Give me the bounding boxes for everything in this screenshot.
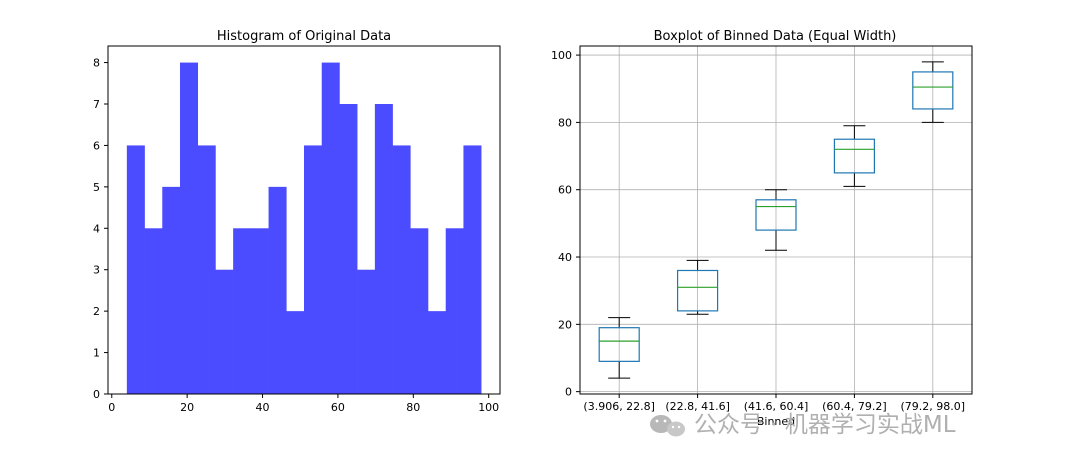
y-tick-label: 3 <box>93 264 100 277</box>
histogram-bar <box>197 145 216 394</box>
histogram-bar <box>410 228 429 394</box>
boxplot-chart: Boxplot of Binned Data (Equal Width) (3.… <box>551 29 973 428</box>
y-tick-label: 6 <box>93 139 100 152</box>
histogram-chart: Histogram of Original Data 0 20 40 60 80 100 … <box>93 29 501 414</box>
histogram-bar <box>304 145 323 394</box>
histogram-frame <box>107 45 501 395</box>
histogram-bar <box>179 62 199 394</box>
iqr-box <box>833 138 876 174</box>
x-tick-label: (79.2, 98.0] <box>901 400 966 413</box>
histogram-bar <box>215 269 234 394</box>
boxplot-box <box>676 259 719 315</box>
boxplot-title: Boxplot of Binned Data (Equal Width) <box>654 29 897 44</box>
y-tick-label: 1 <box>93 347 100 360</box>
y-tick-label: 8 <box>93 57 100 70</box>
histogram-bar <box>392 145 411 394</box>
histogram-bar <box>357 269 376 394</box>
y-tick-label: 0 <box>565 386 572 399</box>
y-tick-label: 100 <box>551 49 572 62</box>
histogram-bar <box>428 311 447 394</box>
x-tick-label: 80 <box>406 401 420 414</box>
y-tick-label: 20 <box>558 318 572 331</box>
histogram-bar <box>268 186 287 394</box>
histogram-bar <box>250 228 269 394</box>
histogram-bar <box>463 145 482 394</box>
watermark: 公众号 · 机器学习实战ML <box>650 412 956 438</box>
histogram-bar <box>126 145 145 394</box>
y-tick-label: 5 <box>93 181 100 194</box>
histogram-bar <box>339 104 358 394</box>
histogram-bar <box>162 186 181 394</box>
x-tick-label: 40 <box>256 401 270 414</box>
x-tick-label: (22.8, 41.6] <box>665 400 730 413</box>
x-tick-label: (3.906, 22.8] <box>583 400 655 413</box>
x-tick-label: 20 <box>180 401 194 414</box>
boxplot-xlabel: Binned <box>757 415 795 428</box>
x-tick-label: 100 <box>478 401 499 414</box>
histogram-bar <box>144 228 163 394</box>
histogram-bar <box>374 104 393 394</box>
x-tick-label: (41.6, 60.4] <box>744 400 809 413</box>
histogram-title: Histogram of Original Data <box>217 29 391 44</box>
histogram-bar <box>445 228 464 394</box>
boxplot-box <box>755 189 797 251</box>
watermark-text: 公众号 · 机器学习实战ML <box>694 412 956 438</box>
x-tick-label: (60.4, 79.2] <box>822 400 887 413</box>
y-tick-label: 7 <box>93 98 100 111</box>
y-tick-label: 40 <box>558 251 572 264</box>
iqr-box <box>912 71 954 110</box>
x-tick-label: 60 <box>331 401 345 414</box>
y-tick-label: 4 <box>93 222 100 235</box>
boxplot-box <box>833 125 876 187</box>
iqr-box <box>598 327 640 362</box>
y-tick-label: 2 <box>93 305 100 318</box>
histogram-bar <box>321 62 340 394</box>
y-tick-label: 60 <box>558 184 572 197</box>
iqr-box <box>755 199 797 231</box>
iqr-box <box>676 269 719 312</box>
histogram-bar <box>233 228 252 394</box>
boxplot-box <box>912 61 954 123</box>
histogram-bar <box>286 311 305 394</box>
wechat-icon <box>650 415 685 437</box>
y-tick-label: 80 <box>558 116 572 129</box>
x-tick-label: 0 <box>108 401 115 414</box>
boxplot-box <box>598 317 640 379</box>
y-tick-label: 0 <box>93 388 100 401</box>
